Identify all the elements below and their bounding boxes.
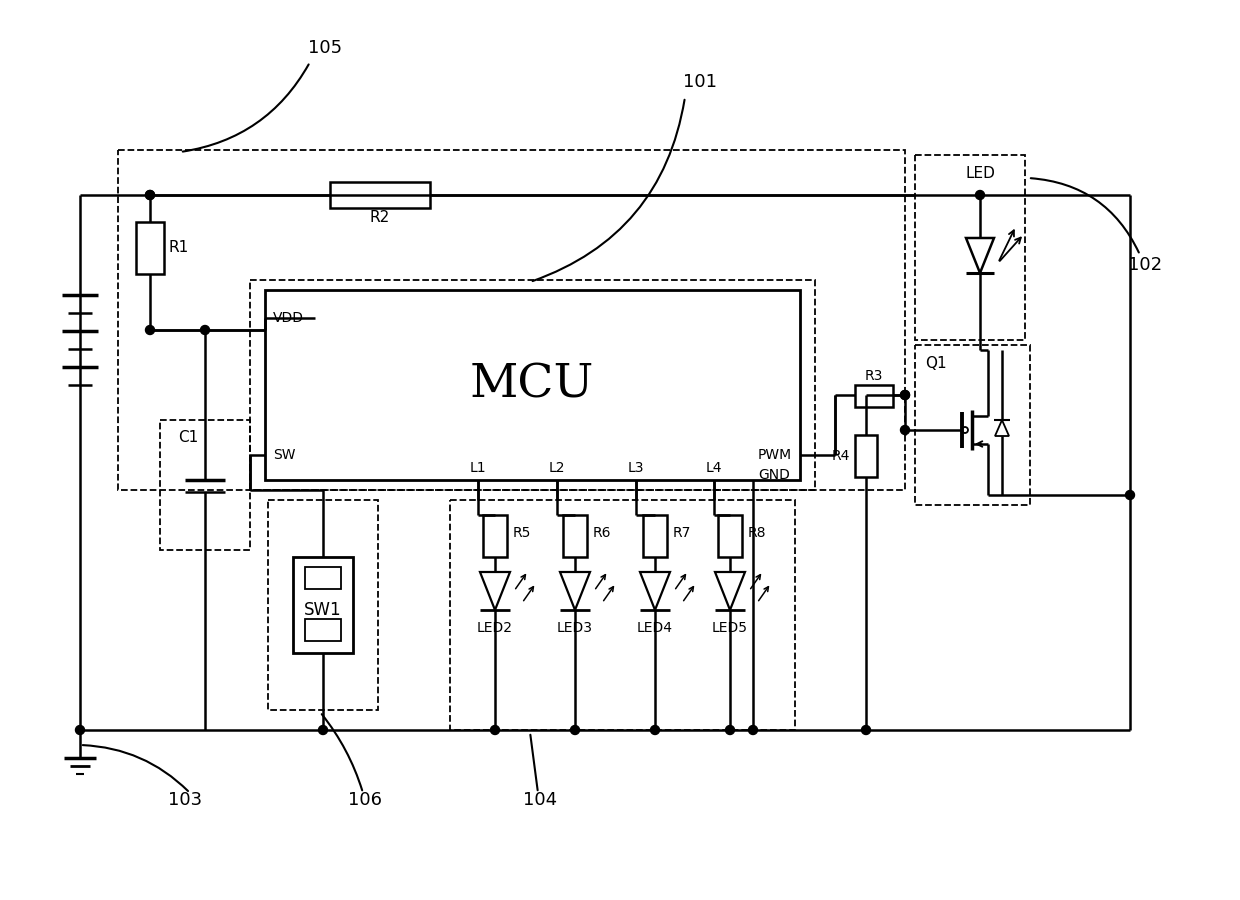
Circle shape (491, 725, 500, 734)
Text: 103: 103 (167, 791, 202, 809)
Text: L3: L3 (627, 461, 645, 475)
Circle shape (900, 391, 909, 400)
Bar (160, 420, 250, 550)
Text: 102: 102 (1128, 256, 1162, 274)
Text: LED5: LED5 (712, 621, 748, 635)
Circle shape (651, 725, 660, 734)
Bar (563, 515, 587, 557)
Text: 105: 105 (308, 39, 342, 57)
Text: L1: L1 (470, 461, 486, 475)
Circle shape (900, 391, 909, 400)
Text: R4: R4 (832, 449, 849, 463)
Bar (484, 515, 507, 557)
Bar (265, 290, 800, 480)
Text: 101: 101 (683, 73, 717, 91)
Bar (915, 345, 1030, 505)
Bar (136, 222, 164, 274)
Circle shape (145, 191, 155, 200)
Text: Q1: Q1 (925, 356, 946, 371)
Circle shape (145, 191, 155, 200)
Bar (644, 515, 667, 557)
Circle shape (1126, 491, 1135, 500)
Circle shape (76, 725, 84, 734)
Text: GND: GND (758, 468, 790, 482)
Text: R7: R7 (673, 526, 692, 540)
Bar (718, 515, 742, 557)
Bar (268, 500, 378, 710)
Text: R2: R2 (370, 210, 391, 224)
Circle shape (145, 326, 155, 335)
Text: SW: SW (273, 448, 295, 462)
Circle shape (570, 725, 579, 734)
Text: R1: R1 (167, 239, 188, 255)
Text: R8: R8 (748, 526, 766, 540)
Text: 106: 106 (348, 791, 382, 809)
Text: R6: R6 (593, 526, 611, 540)
Bar (305, 619, 341, 641)
Text: MCU: MCU (470, 363, 594, 408)
Text: L4: L4 (706, 461, 722, 475)
Bar (305, 567, 341, 589)
Text: SW1: SW1 (304, 601, 342, 619)
Text: VDD: VDD (273, 311, 304, 325)
Bar (250, 280, 815, 490)
Text: 104: 104 (523, 791, 557, 809)
Text: C1: C1 (179, 429, 198, 445)
Circle shape (749, 725, 758, 734)
Bar (330, 182, 430, 208)
Circle shape (900, 426, 909, 435)
Text: LED: LED (965, 166, 994, 181)
Bar (856, 385, 893, 407)
Text: LED3: LED3 (557, 621, 593, 635)
Circle shape (319, 725, 327, 734)
Bar (856, 435, 877, 477)
Text: PWM: PWM (758, 448, 792, 462)
Circle shape (725, 725, 734, 734)
Bar (450, 500, 795, 730)
Bar (118, 150, 905, 490)
Circle shape (862, 725, 870, 734)
Text: R3: R3 (864, 369, 883, 383)
Text: R5: R5 (513, 526, 532, 540)
Circle shape (201, 326, 210, 335)
Bar (915, 155, 1025, 340)
Circle shape (976, 191, 985, 200)
Bar (293, 557, 353, 653)
Text: L2: L2 (549, 461, 565, 475)
Text: LED2: LED2 (477, 621, 513, 635)
Text: LED4: LED4 (637, 621, 673, 635)
